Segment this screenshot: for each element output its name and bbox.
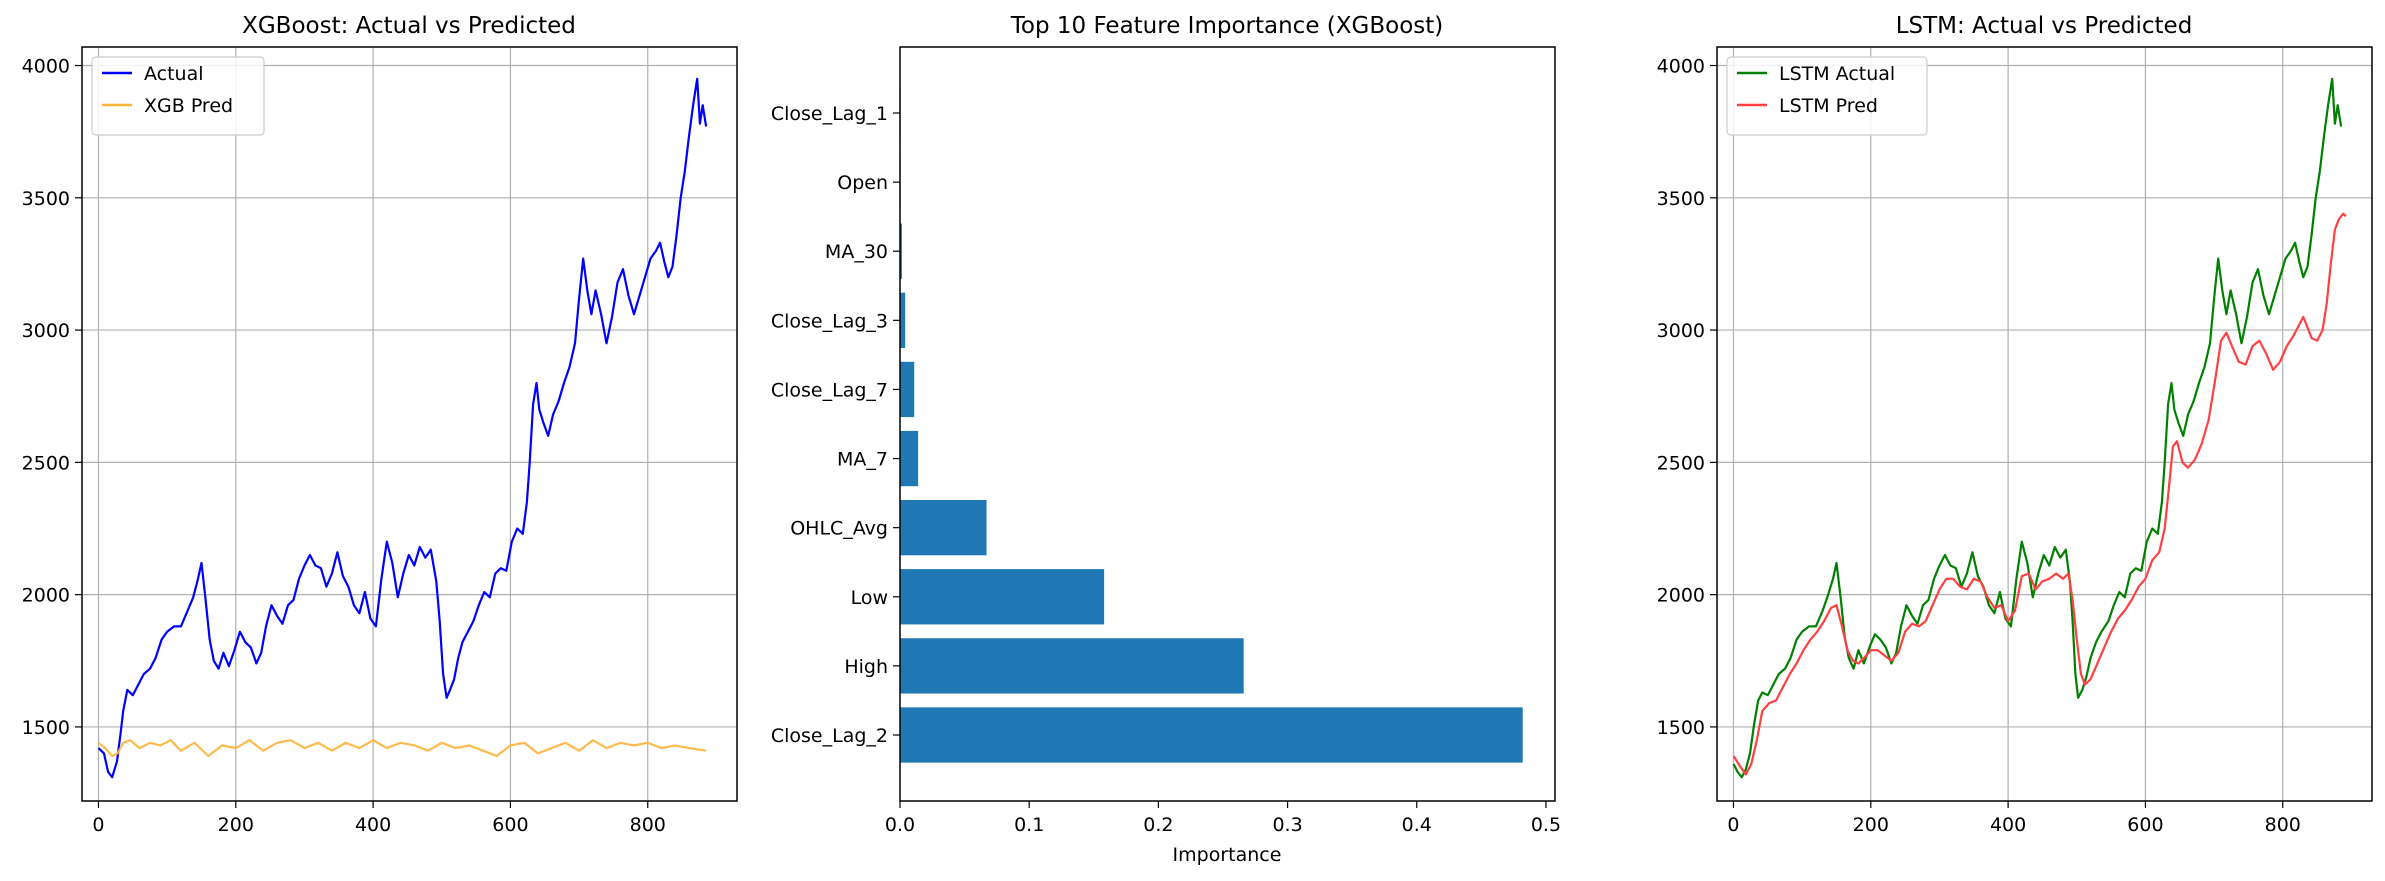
x-tick-label: 0.3: [1272, 814, 1302, 836]
bar: [900, 638, 1244, 694]
y-tick-label: 3500: [22, 188, 70, 210]
y-tick-label: 4000: [1657, 56, 1705, 78]
y-tick-label: 2000: [22, 585, 70, 607]
y-tick-label: High: [844, 656, 888, 678]
legend-box: [91, 56, 265, 136]
chart-legend: LSTM Actual LSTM Pred: [1726, 56, 1928, 136]
lstm-line-chart: 0 200 400 600 800 1500 2000 2500 3000 3500 4000 L…: [1657, 13, 2373, 836]
y-tick-label: 1500: [1657, 717, 1705, 739]
series-line-1: [1732, 77, 2343, 779]
y-tick-label: Close_Lag_3: [771, 310, 888, 332]
x-tick-label: 400: [355, 814, 391, 836]
feature-importance-bar-chart: 0.0 0.1 0.2 0.3 0.4 0.5 Close_Lag_2 High Low OHL…: [771, 13, 1561, 866]
legend-box: [1726, 56, 1928, 136]
y-tick-label: Close_Lag_1: [771, 103, 888, 125]
legend-label: XGB Pred: [144, 95, 233, 117]
x-axis-label: Importance: [1173, 844, 1282, 866]
legend-label: Actual: [144, 63, 204, 85]
bar: [900, 292, 906, 348]
y-tick-label: 4000: [22, 56, 70, 78]
x-tick-label: 0.5: [1531, 814, 1561, 836]
chart-title: XGBoost: Actual vs Predicted: [242, 13, 576, 39]
series-line-2: [1732, 212, 2347, 776]
y-tick-label: 2500: [1657, 452, 1705, 474]
bar: [900, 361, 915, 418]
bar: [900, 223, 902, 279]
x-tick-label: 0.4: [1402, 814, 1432, 836]
y-tick-label: MA_7: [837, 449, 888, 471]
series-line-1: [97, 77, 708, 779]
y-tick-label: Close_Lag_2: [771, 725, 888, 747]
y-tick-label: 1500: [22, 717, 70, 739]
y-tick-label: 2500: [22, 452, 70, 474]
x-tick-label: 0.2: [1143, 814, 1173, 836]
chart-title: Top 10 Feature Importance (XGBoost): [1010, 13, 1444, 39]
x-tick-label: 0.1: [1014, 814, 1044, 836]
x-tick-label: 600: [2127, 814, 2163, 836]
x-tick-label: 400: [1990, 814, 2026, 836]
chart-legend: Actual XGB Pred: [91, 56, 265, 136]
bar: [900, 430, 919, 487]
chart-title: LSTM: Actual vs Predicted: [1896, 13, 2193, 39]
x-tick-label: 0: [92, 814, 104, 836]
y-tick-label: Low: [851, 587, 888, 609]
x-tick-label: 600: [492, 814, 528, 836]
legend-label: LSTM Actual: [1779, 63, 1895, 85]
x-tick-label: 200: [218, 814, 254, 836]
series-line-2: [97, 739, 707, 758]
x-tick-label: 800: [2265, 814, 2301, 836]
x-tick-label: 800: [630, 814, 666, 836]
y-tick-label: OHLC_Avg: [790, 518, 888, 540]
bar: [900, 707, 1523, 763]
x-tick-label: 200: [1853, 814, 1889, 836]
x-tick-label: 0: [1727, 814, 1739, 836]
y-tick-label: Close_Lag_7: [771, 379, 888, 401]
x-tick-label: 0.0: [885, 814, 915, 836]
xgboost-line-chart: 0 200 400 600 800 1500 2000 2500 3000 3500 4000 X…: [22, 13, 738, 836]
legend-label: LSTM Pred: [1779, 95, 1878, 117]
y-tick-label: 3000: [22, 320, 70, 342]
y-tick-label: 3500: [1657, 188, 1705, 210]
bar: [900, 569, 1105, 625]
y-tick-label: Open: [837, 172, 888, 194]
y-tick-label: 2000: [1657, 585, 1705, 607]
y-tick-label: 3000: [1657, 320, 1705, 342]
bar: [900, 500, 987, 556]
y-tick-label: MA_30: [825, 241, 888, 263]
